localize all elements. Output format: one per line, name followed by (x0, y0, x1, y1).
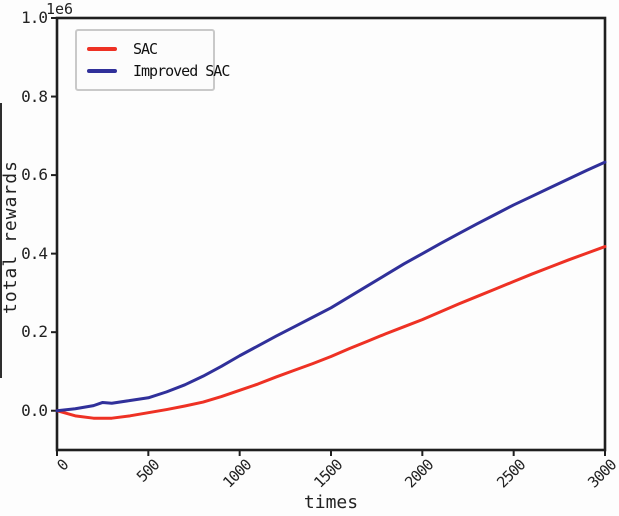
legend-entry-improved-sac: Improved SAC (87, 60, 230, 82)
legend-entry-sac: SAC (87, 38, 203, 60)
y-axis-label: total rewards (0, 160, 21, 314)
legend-label-sac: SAC (133, 40, 158, 58)
legend-label-improved-sac: Improved SAC (133, 62, 230, 80)
y-tick-label: 0.0 (21, 400, 48, 420)
y-tick-label: 0.6 (21, 165, 48, 185)
scan-edge-artifact (0, 103, 2, 378)
series-line-improved-sac (55, 160, 607, 413)
x-axis-label: times (303, 492, 359, 513)
y-tick-label: 0.8 (21, 86, 48, 106)
y-tick-label: 0.4 (21, 243, 48, 263)
improved-sac-line-swatch (87, 69, 117, 73)
legend: SAC Improved SAC (75, 29, 230, 91)
axis-offset-text: 1e6 (46, 0, 74, 18)
sac-line-swatch (87, 47, 117, 51)
series-line-sac (55, 245, 607, 420)
y-tick-label: 0.2 (21, 322, 48, 342)
y-tick-label: 1.0 (21, 8, 48, 27)
